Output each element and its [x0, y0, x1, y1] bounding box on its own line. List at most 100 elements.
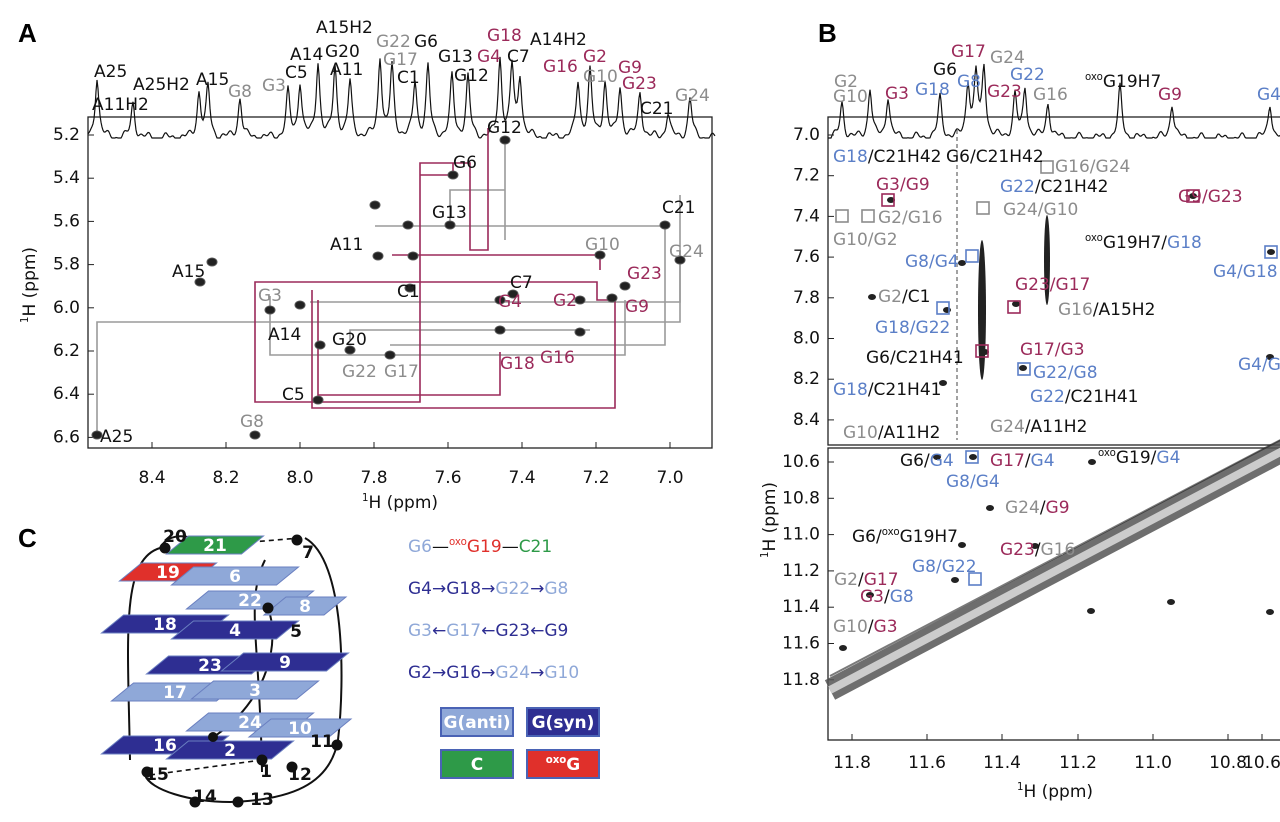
label-part: →: [481, 579, 495, 599]
label-part: G9/G23: [1178, 187, 1243, 207]
label-part: G6/: [900, 451, 930, 471]
legend-label: C: [471, 755, 483, 775]
cross-peak: [951, 577, 959, 583]
cross-peak-label: G8/G4: [946, 472, 1000, 492]
cross-peak-label: G10/G2: [833, 230, 898, 250]
label-part: G10: [544, 663, 579, 683]
cross-peak-label: G4: [498, 292, 522, 312]
tile-label: 22: [238, 591, 262, 611]
label-part: →: [530, 663, 544, 683]
peak-label: C21: [640, 99, 674, 119]
peak-label: A14H2: [530, 30, 587, 50]
label-part: A11H2: [92, 95, 149, 115]
label-part: G6: [933, 60, 957, 80]
sequence-line: G3←G17←G23←G9: [408, 621, 568, 641]
cross-peak-label: G18/G22: [875, 318, 950, 338]
y-tick-label: 11.4: [782, 597, 820, 617]
peak-label: oxoG19H7: [1085, 72, 1161, 93]
label-part: oxo: [1085, 72, 1103, 83]
y-tick-label: 5.6: [53, 211, 80, 231]
tile-label: 8: [299, 597, 311, 617]
y-tick-label: 10.6: [782, 452, 820, 472]
cross-peak: [1088, 459, 1096, 465]
label-part: G4: [1156, 448, 1180, 468]
label-part: A15: [196, 70, 229, 90]
x-tick-label: 7.6: [434, 468, 461, 488]
cross-peak-label: G13: [432, 203, 467, 223]
label-part: G4: [408, 579, 432, 599]
label-part: C1: [397, 282, 420, 302]
label-part: G6/C21H41: [866, 348, 964, 368]
cross-peak-label: G2/G16: [878, 208, 943, 228]
loop-label: 11: [310, 732, 334, 752]
label-part: G17: [951, 42, 986, 62]
label-part: G20: [332, 330, 367, 350]
legend-label: G(syn): [532, 713, 595, 733]
cross-peak: [265, 306, 275, 314]
label-part: oxo: [546, 755, 567, 766]
label-part: G9: [1158, 85, 1182, 105]
cross-peak-label: A11: [330, 235, 363, 255]
loop-label: 13: [250, 790, 274, 810]
cross-peak: [1019, 365, 1027, 371]
label-part: G23: [495, 621, 530, 641]
peak-label: C1: [397, 68, 420, 88]
highlight-box: [836, 210, 848, 222]
cross-peak-label: G17: [384, 362, 419, 382]
cross-peak: [1167, 599, 1175, 605]
peak-label: G6: [414, 32, 438, 52]
tile-label: 17: [163, 683, 187, 703]
peak-label: G4: [477, 47, 501, 67]
label-part: C5: [285, 63, 308, 83]
label-part: H (ppm): [760, 482, 780, 552]
label-part: →: [432, 579, 446, 599]
label-part: G8: [957, 72, 981, 92]
label-part: /C1: [902, 287, 930, 307]
y-tick-label: 7.4: [793, 206, 820, 226]
label-part: G2: [408, 663, 432, 683]
cross-peak-label: G22/C21H42: [1000, 177, 1108, 197]
label-part: C21: [662, 198, 696, 218]
peak-label: A11: [330, 60, 363, 80]
sequence-line: G2→G16→G24→G10: [408, 663, 579, 683]
walk-line: [392, 255, 600, 270]
label-part: A14H2: [530, 30, 587, 50]
label-part: G3: [408, 621, 432, 641]
label-part: G: [566, 755, 580, 775]
cross-peak-label: G24/G9: [1005, 498, 1070, 518]
cross-peak-label: G9: [625, 297, 649, 317]
tile-label: 18: [153, 615, 177, 635]
cross-peak-label: G18/C21H42: [833, 147, 941, 167]
label-part: G24: [1005, 498, 1040, 518]
label-part: G22: [342, 362, 377, 382]
cross-peak-label: G6/C21H42: [946, 147, 1044, 167]
label-part: G16: [446, 663, 481, 683]
x-tick-label: 11.6: [908, 753, 946, 773]
cross-peak-label: G10: [585, 235, 620, 255]
label-part: G2: [834, 570, 858, 590]
loop-node: [292, 535, 303, 546]
label-part: oxo: [449, 537, 467, 548]
cross-peak-label: C5: [282, 385, 305, 405]
label-part: G12: [454, 66, 489, 86]
cross-peak-label: G16: [540, 348, 575, 368]
cross-peak-label: A25: [100, 427, 133, 447]
y-tick-label: 6.6: [53, 427, 80, 447]
label-part: G(syn): [532, 713, 595, 733]
y-tick-label: 8.4: [793, 410, 820, 430]
label-part: H (ppm): [1023, 782, 1093, 802]
peak-label: A15: [196, 70, 229, 90]
cross-peak-label: G12: [487, 118, 522, 138]
label-part: G16: [543, 57, 578, 77]
peak-label: G16: [543, 57, 578, 77]
y-tick-label: 11.8: [782, 670, 820, 690]
peak-label: A14: [290, 45, 323, 65]
label-part: G4: [930, 451, 954, 471]
label-part: G(anti): [443, 713, 510, 733]
cross-peak-label: G17/G4: [990, 451, 1055, 471]
label-part: G16: [540, 348, 575, 368]
label-part: C21: [519, 537, 553, 557]
label-part: →: [481, 663, 495, 683]
y-tick-label: 5.4: [53, 168, 80, 188]
label-part: G19/: [1116, 448, 1157, 468]
